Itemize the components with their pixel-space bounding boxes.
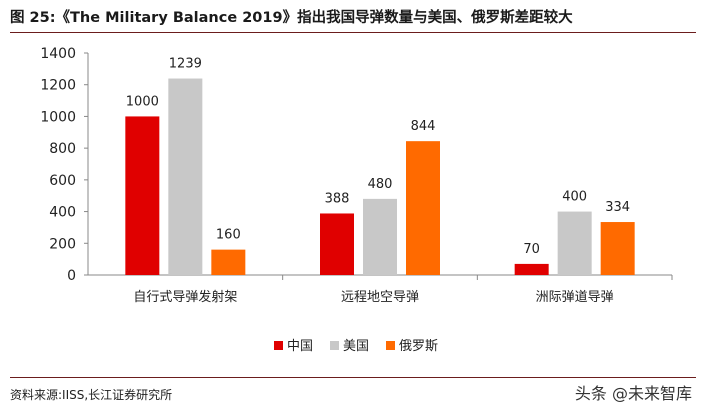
- legend-label: 中国: [287, 339, 313, 354]
- y-tick-label: 1000: [40, 109, 76, 125]
- bar: [320, 213, 354, 275]
- y-tick-label: 400: [49, 205, 76, 221]
- bar: [600, 222, 635, 275]
- footer-divider: [10, 377, 696, 378]
- y-tick-label: 600: [49, 173, 76, 189]
- legend-label: 俄罗斯: [399, 339, 438, 354]
- title-divider: [10, 32, 696, 33]
- chart-title: 图 25:《The Military Balance 2019》指出我国导弹数量…: [10, 10, 573, 26]
- y-tick-label: 200: [49, 236, 76, 252]
- watermark: 头条 @未来智库: [574, 384, 692, 403]
- bar: [406, 141, 440, 275]
- bar-value-label: 480: [368, 177, 393, 192]
- bar-value-label: 70: [523, 242, 540, 257]
- legend-swatch: [386, 341, 395, 350]
- x-category-label: 远程地空导弹: [341, 290, 419, 305]
- y-tick-label: 800: [49, 141, 76, 157]
- source-note: 资料来源:IISS,长江证券研究所: [10, 388, 173, 402]
- chart-title-bar: 图 25:《The Military Balance 2019》指出我国导弹数量…: [10, 6, 696, 33]
- bar: [557, 211, 592, 275]
- bar-value-label: 388: [325, 191, 350, 206]
- bar-value-label: 160: [216, 228, 241, 243]
- bar: [514, 263, 549, 275]
- x-category-label: 自行式导弹发射架: [133, 289, 237, 305]
- bars: [125, 78, 635, 275]
- bar-value-label: 844: [411, 119, 436, 134]
- bar: [363, 198, 397, 275]
- bar-value-label: 400: [562, 190, 587, 205]
- bar: [125, 116, 160, 275]
- bar: [168, 78, 203, 275]
- axes: 0 200 400 600 800 1000 1200 1400 自行式导弹发射架 远程地空导弹 洲…: [40, 46, 673, 305]
- legend-swatch: [274, 341, 283, 350]
- x-category-label: 洲际弹道导弹: [536, 290, 614, 305]
- y-tick-label: 1200: [40, 78, 76, 94]
- bar: [211, 249, 246, 275]
- bar-value-label: 334: [605, 200, 630, 215]
- bar-value-label: 1239: [169, 57, 202, 72]
- legend-label: 美国: [343, 339, 369, 354]
- legend-swatch: [330, 341, 339, 350]
- legend: 中国 美国 俄罗斯: [274, 339, 438, 354]
- y-tick-label: 1400: [40, 46, 76, 62]
- value-labels: 1000 1239 160 388 480 844 70 400 334: [126, 57, 630, 257]
- bar-value-label: 1000: [126, 94, 159, 109]
- y-tick-label: 0: [67, 268, 76, 284]
